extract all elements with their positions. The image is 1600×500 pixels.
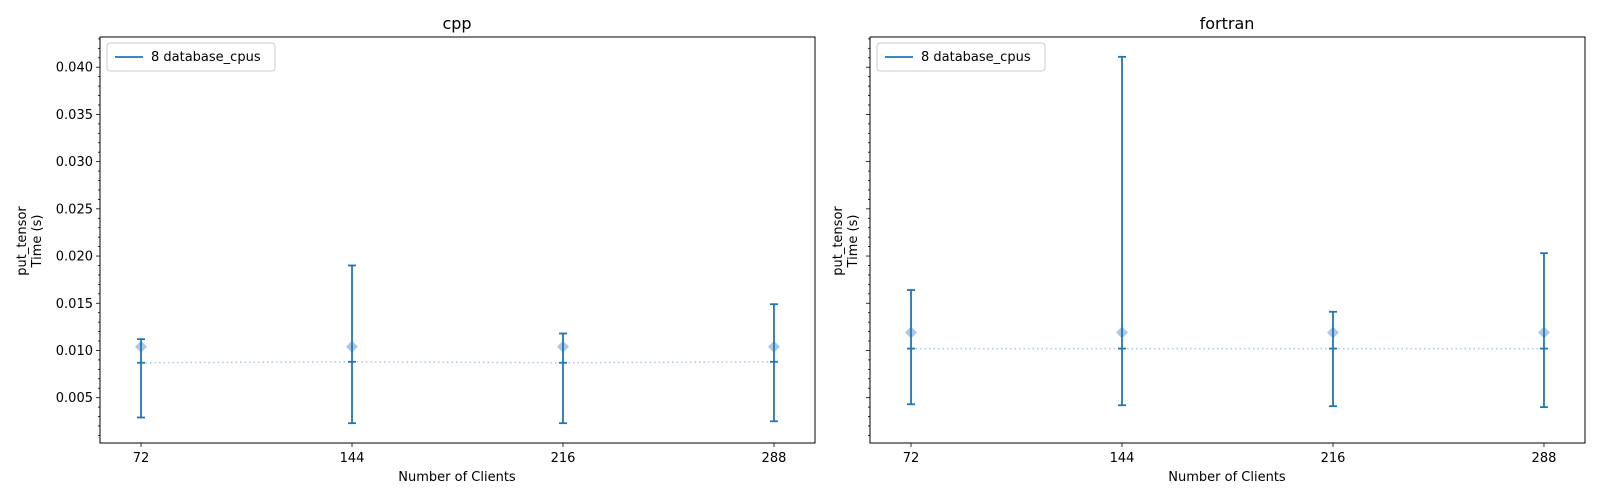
legend: 8 database_cpus — [876, 42, 1046, 72]
axes-frame — [869, 36, 1586, 444]
y-tick-label: 0.035 — [56, 108, 93, 123]
plot-area: 72 144 216 288 — [866, 36, 1586, 466]
y-axis-label-line-1: put_tensor — [15, 206, 30, 276]
plot-area: 0.005 0.010 0.015 0.020 0.025 0.030 0.035 0.040… — [56, 36, 816, 466]
y-axis-label-line-2: Time (s) — [30, 215, 45, 269]
x-axis-label: Number of Clients — [1168, 470, 1286, 485]
legend: 8 database_cpus — [106, 42, 276, 72]
y-tick-label: 0.025 — [56, 202, 93, 217]
axes-frame — [99, 36, 816, 444]
y-tick-label: 0.030 — [56, 155, 93, 170]
panel-fortran: fortran Number of Clients put_tensor Tim… — [831, 14, 1586, 485]
chart-title: fortran — [1200, 14, 1255, 33]
legend-box — [106, 42, 276, 72]
y-axis-label: put_tensor Time (s) — [15, 206, 45, 276]
y-axis-label: put_tensor Time (s) — [831, 206, 861, 276]
y-tick-label: 0.020 — [56, 250, 93, 265]
x-tick-label: 144 — [340, 451, 365, 466]
x-tick-label: 216 — [1321, 451, 1346, 466]
legend-label: 8 database_cpus — [921, 50, 1031, 65]
y-tick-label: 0.040 — [56, 61, 93, 76]
x-axis-label: Number of Clients — [398, 470, 516, 485]
x-tick-label: 288 — [1532, 451, 1557, 466]
legend-box — [876, 42, 1046, 72]
y-axis-label-line-2: Time (s) — [846, 215, 861, 269]
y-axis-label-line-1: put_tensor — [831, 206, 846, 276]
legend-label: 8 database_cpus — [151, 50, 261, 65]
x-tick-label: 216 — [551, 451, 576, 466]
y-tick-label: 0.010 — [56, 344, 93, 359]
chart-title: cpp — [442, 14, 471, 33]
x-tick-label: 288 — [762, 451, 787, 466]
x-tick-label: 72 — [903, 451, 920, 466]
median-trend-line — [141, 361, 774, 364]
y-tick-label: 0.005 — [56, 391, 93, 406]
x-tick-label: 72 — [133, 451, 150, 466]
panel-cpp: cpp Number of Clients put_tensor Time (s… — [15, 14, 816, 485]
x-tick-label: 144 — [1110, 451, 1135, 466]
y-tick-label: 0.015 — [56, 297, 93, 312]
